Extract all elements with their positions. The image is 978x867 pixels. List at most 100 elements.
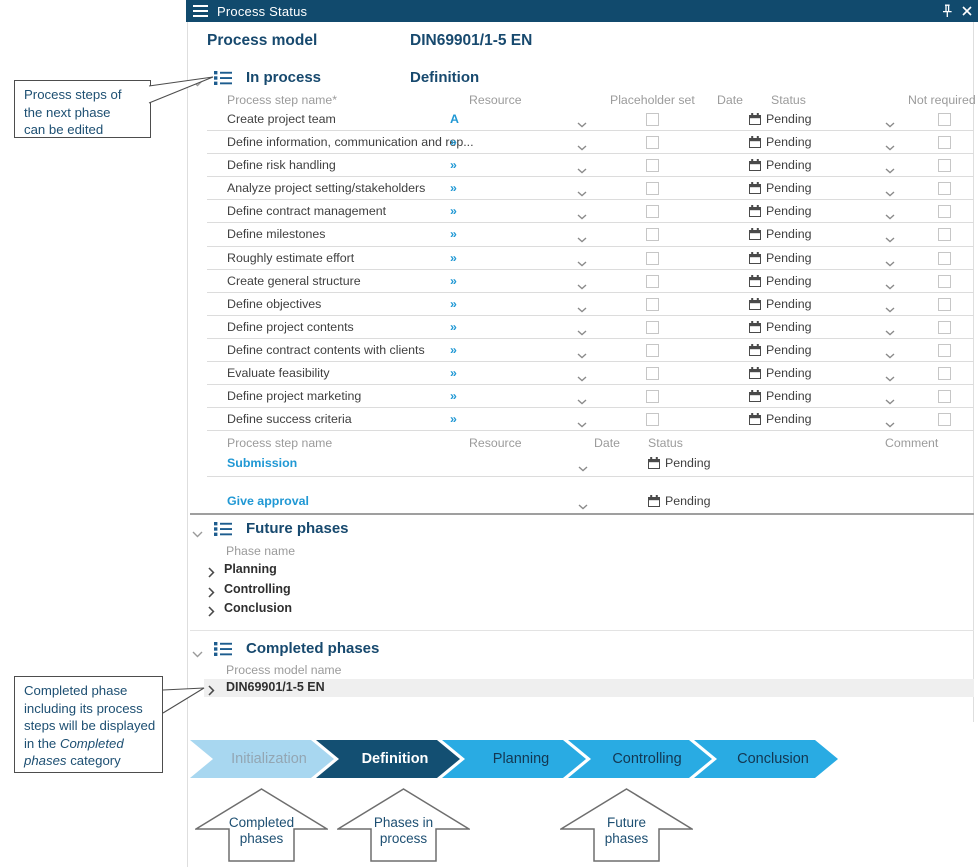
process-step-name[interactable]: Create project team xyxy=(227,112,336,126)
placeholder-checkbox[interactable] xyxy=(646,182,659,196)
expand-chevron-icon[interactable] xyxy=(208,585,215,603)
placeholder-checkbox[interactable] xyxy=(646,113,659,126)
expand-chevron-icon[interactable] xyxy=(208,565,215,583)
not-required-checkbox[interactable] xyxy=(938,413,951,427)
status-dropdown-icon[interactable] xyxy=(885,184,895,202)
resource-link[interactable]: » xyxy=(450,389,457,404)
resource-dropdown-icon[interactable] xyxy=(577,277,587,295)
status-dropdown-icon[interactable] xyxy=(885,346,895,364)
resource-dropdown-icon[interactable] xyxy=(577,230,587,248)
status-field[interactable]: Pending xyxy=(749,366,811,380)
status-dropdown-icon[interactable] xyxy=(885,369,895,387)
not-required-checkbox[interactable] xyxy=(938,159,951,173)
not-required-checkbox[interactable] xyxy=(938,228,951,242)
not-required-checkbox[interactable] xyxy=(938,113,951,126)
resource-dropdown-icon[interactable] xyxy=(577,184,587,202)
status-field[interactable]: Pending xyxy=(749,389,811,403)
placeholder-checkbox[interactable] xyxy=(646,297,659,311)
status-field[interactable]: Pending xyxy=(749,135,811,149)
status-field[interactable]: Pending xyxy=(648,456,710,470)
not-required-checkbox[interactable] xyxy=(938,251,951,265)
not-required-checkbox[interactable] xyxy=(938,297,951,311)
resource-dropdown-icon[interactable] xyxy=(577,369,587,387)
status-dropdown-icon[interactable] xyxy=(885,392,895,410)
completed-model-row[interactable]: DIN69901/1-5 EN xyxy=(204,679,974,697)
resource-link[interactable]: » xyxy=(450,181,457,196)
approval-step-link[interactable]: Give approval xyxy=(227,494,309,508)
collapse-chevron-icon[interactable] xyxy=(192,525,203,543)
not-required-checkbox[interactable] xyxy=(938,320,951,334)
section-title[interactable]: Completed phases xyxy=(246,640,380,657)
status-dropdown-icon[interactable] xyxy=(885,254,895,272)
resource-dropdown-icon[interactable] xyxy=(577,138,587,156)
resource-link[interactable]: » xyxy=(450,319,457,334)
placeholder-checkbox[interactable] xyxy=(646,320,659,334)
status-dropdown-icon[interactable] xyxy=(885,138,895,156)
process-step-name[interactable]: Define information, communication and re… xyxy=(227,135,474,150)
process-step-name[interactable]: Define project contents xyxy=(227,319,354,334)
resource-link[interactable]: » xyxy=(450,412,457,427)
resource-dropdown-icon[interactable] xyxy=(577,346,587,364)
resource-link[interactable]: » xyxy=(450,135,457,150)
not-required-checkbox[interactable] xyxy=(938,136,951,150)
status-field[interactable]: Pending xyxy=(749,227,811,241)
resource-dropdown-icon[interactable] xyxy=(577,415,587,433)
resource-link[interactable]: » xyxy=(450,250,457,265)
placeholder-checkbox[interactable] xyxy=(646,343,659,357)
approval-step-link[interactable]: Submission xyxy=(227,456,298,470)
resource-link[interactable]: » xyxy=(450,366,457,381)
status-field[interactable]: Pending xyxy=(749,112,811,126)
not-required-checkbox[interactable] xyxy=(938,390,951,404)
menu-icon[interactable] xyxy=(193,5,208,17)
process-step-name[interactable]: Define success criteria xyxy=(227,412,352,427)
resource-dropdown-icon[interactable] xyxy=(578,459,588,477)
resource-link[interactable]: » xyxy=(450,204,457,219)
resource-link[interactable]: » xyxy=(450,227,457,242)
not-required-checkbox[interactable] xyxy=(938,182,951,196)
expand-chevron-icon[interactable] xyxy=(208,683,215,701)
placeholder-checkbox[interactable] xyxy=(646,205,659,219)
resource-dropdown-icon[interactable] xyxy=(577,161,587,179)
status-field[interactable]: Pending xyxy=(749,412,811,426)
status-dropdown-icon[interactable] xyxy=(885,300,895,318)
status-dropdown-icon[interactable] xyxy=(885,415,895,433)
process-step-name[interactable]: Define project marketing xyxy=(227,389,362,404)
resource-dropdown-icon[interactable] xyxy=(577,300,587,318)
status-dropdown-icon[interactable] xyxy=(885,277,895,295)
resource-dropdown-icon[interactable] xyxy=(577,392,587,410)
process-step-name[interactable]: Create general structure xyxy=(227,273,361,288)
status-dropdown-icon[interactable] xyxy=(885,323,895,341)
status-dropdown-icon[interactable] xyxy=(885,230,895,248)
process-step-name[interactable]: Roughly estimate effort xyxy=(227,250,355,265)
close-icon[interactable] xyxy=(962,6,972,16)
placeholder-checkbox[interactable] xyxy=(646,367,659,381)
status-dropdown-icon[interactable] xyxy=(885,115,895,133)
not-required-checkbox[interactable] xyxy=(938,205,951,219)
status-field[interactable]: Pending xyxy=(749,204,811,218)
placeholder-checkbox[interactable] xyxy=(646,251,659,265)
expand-chevron-icon[interactable] xyxy=(208,604,215,622)
status-dropdown-icon[interactable] xyxy=(885,161,895,179)
resource-dropdown-icon[interactable] xyxy=(577,207,587,225)
placeholder-checkbox[interactable] xyxy=(646,228,659,242)
placeholder-checkbox[interactable] xyxy=(646,413,659,427)
process-step-name[interactable]: Evaluate feasibility xyxy=(227,366,330,381)
resource-link[interactable]: » xyxy=(450,296,457,311)
not-required-checkbox[interactable] xyxy=(938,274,951,288)
status-field[interactable]: Pending xyxy=(749,181,811,195)
section-title[interactable]: In process xyxy=(246,69,322,86)
process-step-name[interactable]: Define contract contents with clients xyxy=(227,342,425,357)
resource-link[interactable]: » xyxy=(450,342,457,357)
status-field[interactable]: Pending xyxy=(749,251,811,265)
collapse-chevron-icon[interactable] xyxy=(192,645,203,663)
section-title[interactable]: Future phases xyxy=(246,520,349,537)
process-step-name[interactable]: Define milestones xyxy=(227,227,326,242)
resource-dropdown-icon[interactable] xyxy=(577,323,587,341)
status-field[interactable]: Pending xyxy=(749,320,811,334)
not-required-checkbox[interactable] xyxy=(938,343,951,357)
status-field[interactable]: Pending xyxy=(648,494,710,508)
process-step-name[interactable]: Analyze project setting/stakeholders xyxy=(227,181,426,196)
status-field[interactable]: Pending xyxy=(749,158,811,172)
placeholder-checkbox[interactable] xyxy=(646,390,659,404)
status-field[interactable]: Pending xyxy=(749,297,811,311)
